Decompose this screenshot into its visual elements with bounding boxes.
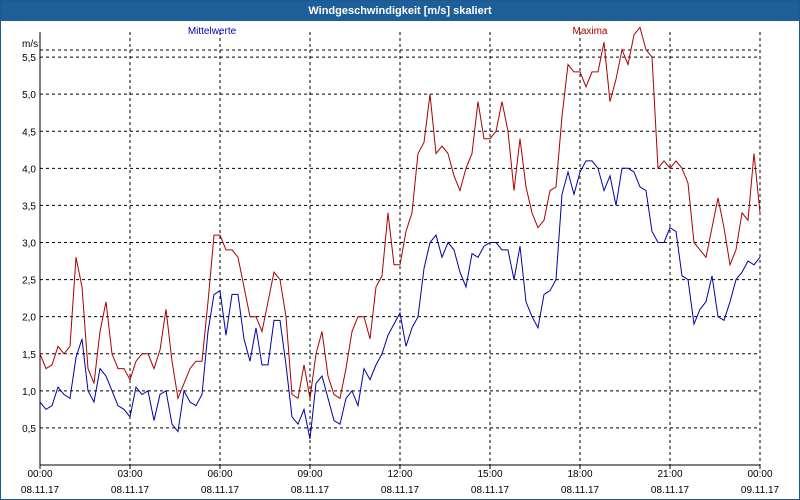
y-tick-label: 3,0 [22,239,36,250]
grid [40,32,760,465]
y-tick-label: 2,0 [22,313,36,324]
axes [39,32,761,469]
x-tick-date: 08.11.17 [291,485,330,496]
y-tick-label: 5,5 [22,53,36,64]
y-tick-label: 4,5 [22,127,36,138]
x-tick-time: 15:00 [477,469,502,480]
y-tick-label: 5,0 [22,90,36,101]
series-line-mittelwerte [39,160,761,440]
x-tick-time: 12:00 [387,469,412,480]
legend-maxima: Maxima [572,26,607,37]
x-tick-time: 00:00 [27,469,52,480]
x-tick-date: 09.11.17 [741,485,780,496]
x-tick-date: 08.11.17 [561,485,600,496]
x-tick-time: 06:00 [207,469,232,480]
y-tick-label: 1,0 [22,387,36,398]
y-tick-label: 2,5 [22,276,36,287]
tick-labels: 0,5 1,0 1,5 2,0 2,5 3,0 3,5 4,0 4,5 5,0 5,5 00:00 08… [21,53,780,496]
x-tick-time: 21:00 [657,469,682,480]
y-axis-label: m/s [22,39,38,50]
y-tick-label: 1,5 [22,350,36,361]
x-tick-date: 08.11.17 [111,485,150,496]
series-line-maxima [39,26,761,401]
x-tick-time: 18:00 [567,469,592,480]
x-tick-date: 08.11.17 [651,485,690,496]
x-tick-time: 03:00 [117,469,142,480]
x-tick-date: 08.11.17 [471,485,510,496]
x-tick-date: 08.11.17 [21,485,60,496]
x-tick-date: 08.11.17 [381,485,420,496]
y-tick-label: 0,5 [22,424,36,435]
x-tick-time: 09:00 [297,469,322,480]
x-tick-time: 00:00 [747,469,772,480]
series-layer [39,26,761,440]
y-tick-label: 3,5 [22,201,36,212]
legend-mittelwerte: Mittelwerte [188,26,237,37]
chart-title: Windgeschwindigkeit [m/s] skaliert [1,1,799,21]
x-tick-date: 08.11.17 [201,485,240,496]
y-tick-label: 4,0 [22,164,36,175]
